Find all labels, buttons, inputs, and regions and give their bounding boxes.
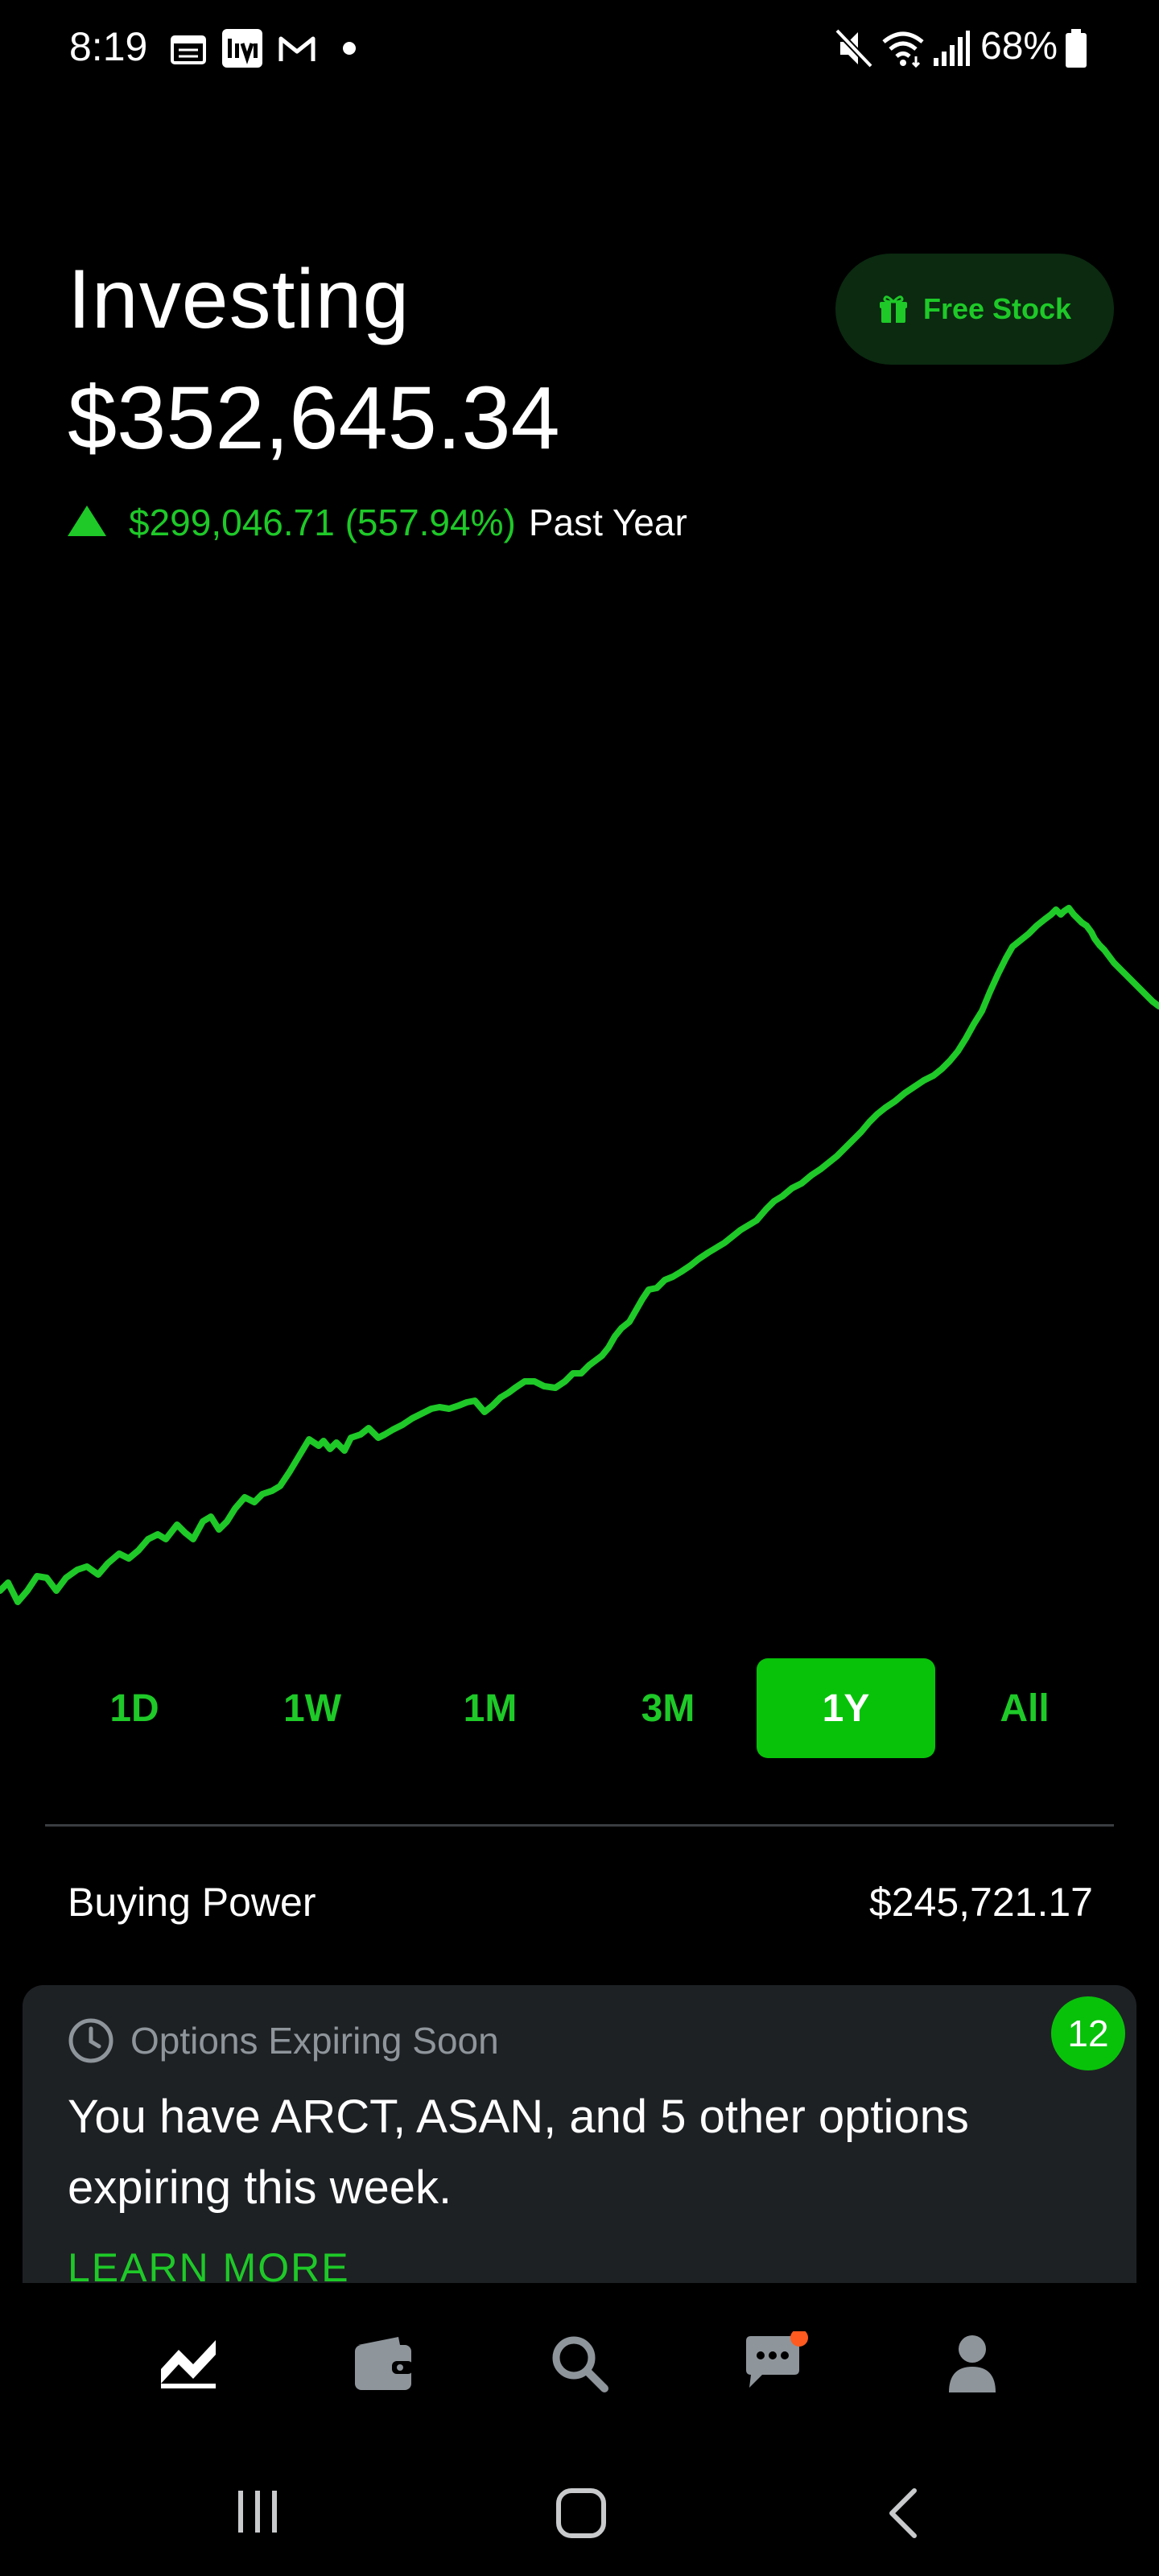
portfolio-chart[interactable] xyxy=(0,628,1159,1634)
page-title: Investing xyxy=(68,253,410,346)
range-tab-1w[interactable]: 1W xyxy=(283,1686,341,1730)
recent-apps-icon[interactable] xyxy=(233,2487,282,2540)
range-tabs: 1D 1W 1M 3M 1Y All xyxy=(45,1658,1114,1758)
wifi-icon xyxy=(881,27,926,69)
buying-power-value[interactable]: $245,721.17 xyxy=(868,1880,1093,1925)
nav-wallet-icon[interactable] xyxy=(343,2323,423,2404)
portfolio-line xyxy=(0,905,1159,1605)
signal-icon xyxy=(932,29,971,68)
range-tab-1d[interactable]: 1D xyxy=(109,1686,159,1730)
mute-icon xyxy=(834,27,874,69)
range-tab-all[interactable]: All xyxy=(1000,1686,1050,1730)
nav-search-icon[interactable] xyxy=(539,2323,620,2404)
buying-power-label[interactable]: Buying Power xyxy=(68,1880,316,1925)
dot-icon xyxy=(343,42,356,55)
nav-account-icon[interactable] xyxy=(932,2323,1013,2404)
system-nav-bar xyxy=(0,2455,1159,2576)
change-period: Past Year xyxy=(528,502,687,543)
home-icon[interactable] xyxy=(555,2487,607,2543)
range-tab-3m[interactable]: 3M xyxy=(641,1686,695,1730)
options-card-title: Options Expiring Soon xyxy=(130,2020,499,2062)
range-tab-1y[interactable]: 1Y xyxy=(757,1658,935,1758)
range-tab-1m[interactable]: 1M xyxy=(463,1686,518,1730)
clock-icon xyxy=(68,2017,114,2064)
portfolio-value: $352,645.34 xyxy=(68,369,560,468)
status-time: 8:19 xyxy=(69,24,148,69)
gift-icon xyxy=(878,294,909,324)
learn-more-link[interactable]: LEARN MORE xyxy=(68,2245,350,2283)
free-stock-label: Free Stock xyxy=(922,292,1072,325)
portfolio-change: $299,046.71 (557.94%) Past Year xyxy=(68,493,687,552)
change-value: $299,046.71 (557.94%) xyxy=(129,502,516,543)
options-expiring-card[interactable]: Options Expiring Soon You have ARCT, ASA… xyxy=(23,1985,1136,2283)
options-card-header: Options Expiring Soon xyxy=(68,2017,499,2064)
nav-investing-chart-icon[interactable] xyxy=(148,2323,229,2404)
free-stock-button[interactable]: Free Stock xyxy=(835,254,1114,365)
divider xyxy=(45,1824,1114,1827)
battery-icon xyxy=(1064,29,1088,69)
bottom-nav xyxy=(0,2283,1159,2444)
back-icon[interactable] xyxy=(884,2487,922,2543)
calendar-icon xyxy=(171,34,206,64)
nav-messages-icon[interactable] xyxy=(736,2323,816,2404)
investing-app-icon xyxy=(222,29,262,68)
notification-count-badge: 12 xyxy=(1051,1996,1125,2070)
options-card-body: You have ARCT, ASAN, and 5 other options… xyxy=(68,2091,969,2214)
gmail-icon xyxy=(278,34,316,64)
up-arrow-icon xyxy=(68,506,106,536)
battery-percent: 68% xyxy=(980,25,1058,68)
